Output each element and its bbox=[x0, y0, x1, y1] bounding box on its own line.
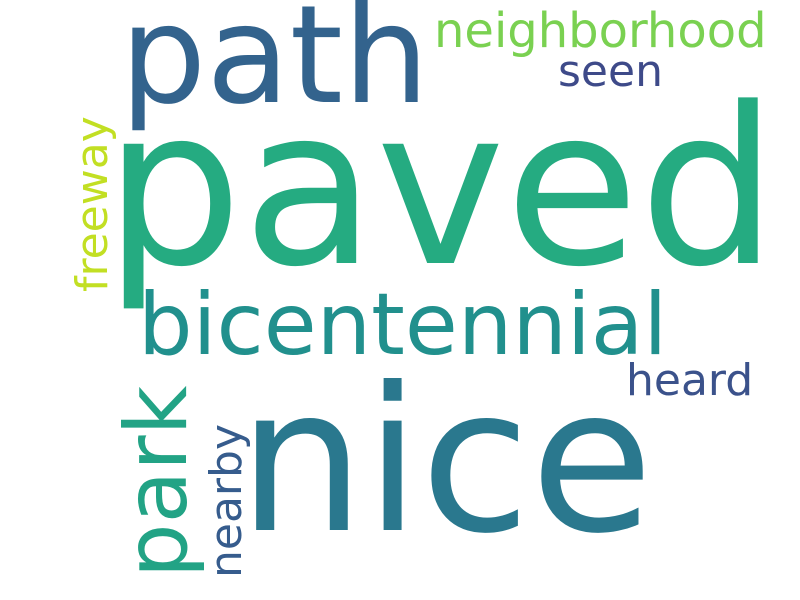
word-path: path bbox=[120, 0, 430, 135]
word-bicentennial: bicentennial bbox=[138, 275, 668, 375]
word-heard: heard bbox=[626, 355, 754, 406]
word-park: park bbox=[107, 385, 207, 578]
word-nearby: nearby bbox=[201, 424, 252, 578]
word-freeway: freeway bbox=[67, 116, 118, 292]
word-paved: paved bbox=[104, 62, 778, 315]
word-neighborhood: neighborhood bbox=[434, 3, 767, 59]
word-nice: nice bbox=[238, 345, 654, 578]
word-seen: seen bbox=[558, 46, 663, 97]
